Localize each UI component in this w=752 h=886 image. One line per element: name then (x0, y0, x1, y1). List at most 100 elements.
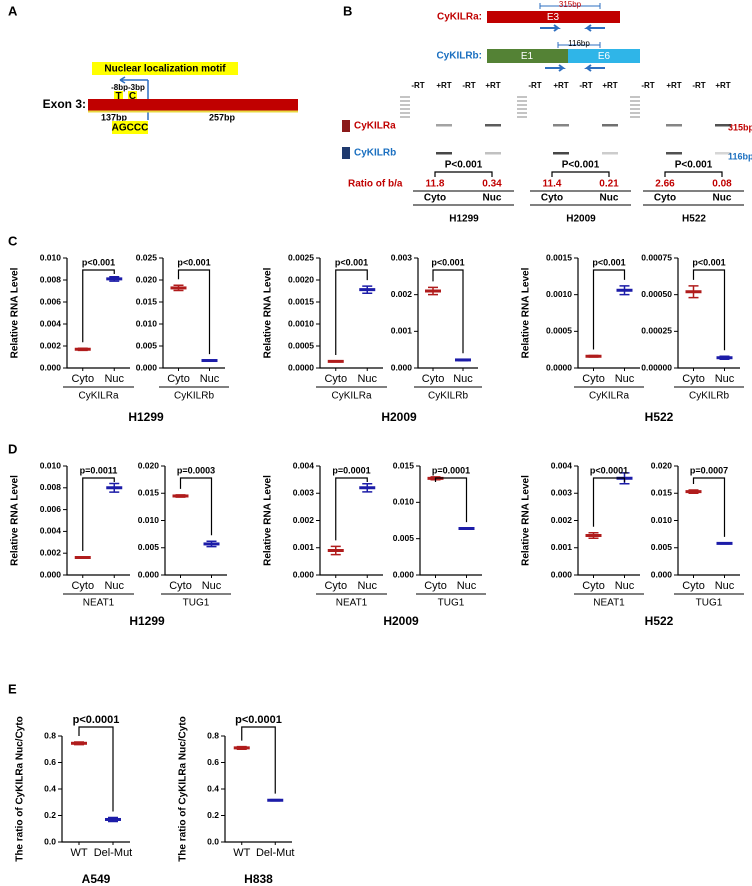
y-tick-label: 0.001 (391, 326, 413, 336)
p-value: p=0.0007 (690, 465, 728, 475)
lane-label: -RT (528, 81, 541, 90)
cell-line: H2009 (383, 614, 419, 628)
motif-box (92, 62, 238, 75)
gel-band (485, 152, 501, 155)
gel-band (485, 124, 501, 127)
gel-band (715, 124, 731, 127)
lane-label: +RT (602, 81, 617, 90)
fraction-label: Cyto (424, 193, 446, 204)
panel-label: D (8, 441, 17, 456)
significance-bracket (335, 269, 368, 355)
row-label: CyKILRb (354, 148, 396, 159)
x-tick-label: WT (70, 847, 87, 859)
exon-label: Exon 3: (43, 97, 86, 111)
p-value: p=0.0003 (177, 465, 215, 475)
p-value: p<0.0001 (235, 714, 282, 726)
base-box (128, 91, 137, 101)
x-tick-label: Cyto (71, 580, 94, 592)
position-label: -8bp-3bp (111, 83, 145, 92)
y-tick-label: 0.010 (138, 515, 160, 525)
x-tick-label: Del-Mut (94, 847, 133, 859)
x-axis-label: CyKILRa (331, 391, 371, 402)
ratio-value: 11.8 (426, 179, 445, 190)
lane-label: -RT (579, 81, 592, 90)
y-tick-label: 0.005 (651, 542, 673, 552)
x-tick-label: Del-Mut (256, 847, 295, 859)
y-tick-label: 0.005 (136, 340, 158, 350)
y-tick-label: 0.0010 (546, 289, 572, 299)
gel-band (602, 124, 618, 127)
amplicon-line (539, 3, 601, 9)
row-key (342, 147, 350, 159)
y-tick-label: 0.000 (136, 362, 158, 372)
band-size: 116bp (728, 151, 752, 161)
y-tick-label: 0.006 (40, 504, 62, 514)
significance-bracket (592, 477, 626, 527)
y-tick-label: 0.2 (44, 810, 56, 820)
amplicon-line (557, 42, 601, 48)
y-tick-label: 0.000 (651, 569, 673, 579)
x-tick-label: Nuc (715, 373, 735, 385)
p-value: p<0.001 (177, 257, 210, 267)
y-tick-label: 0.025 (136, 252, 158, 262)
axis (419, 466, 482, 576)
y-tick-label: 0.003 (391, 252, 413, 262)
axis (61, 736, 130, 843)
x-tick-label: Cyto (424, 580, 447, 592)
y-tick-label: 0.020 (138, 460, 160, 470)
y-tick-label: 0.002 (40, 547, 62, 557)
y-tick-label: 0.0000 (546, 362, 572, 372)
significance-bracket (241, 726, 276, 794)
exon-name: E6 (598, 51, 611, 62)
panel-label: C (8, 233, 18, 248)
axis (577, 258, 640, 369)
fraction-label: Nuc (713, 193, 732, 204)
y-tick-label: 0.015 (138, 488, 160, 498)
panel-label: E (8, 681, 17, 696)
cell-line: H1299 (129, 614, 165, 628)
panel-label: B (343, 3, 352, 18)
axis (677, 258, 740, 369)
ratio-value: 11.4 (543, 179, 562, 190)
significance-bracket (664, 171, 723, 177)
lane-label: -RT (641, 81, 654, 90)
primer-arrows (540, 24, 605, 32)
row-key (342, 120, 350, 132)
construct-name: CyKILRa: (437, 12, 482, 23)
y-tick-label: 0.004 (551, 460, 573, 470)
y-tick-label: 0.2 (207, 810, 219, 820)
y-tick-label: 0.000 (551, 569, 573, 579)
cell-line: H522 (682, 214, 706, 225)
y-tick-label: 0.000 (293, 569, 315, 579)
x-tick-label: Nuc (457, 580, 477, 592)
x-tick-label: Cyto (582, 373, 605, 385)
cell-line: H2009 (381, 410, 417, 424)
y-tick-label: 0.003 (551, 488, 573, 498)
y-tick-label: 0.002 (293, 515, 315, 525)
gel-band (436, 124, 452, 127)
lane-label: +RT (485, 81, 500, 90)
exon-box (487, 11, 620, 23)
x-tick-label: Nuc (200, 373, 220, 385)
significance-bracket (692, 269, 726, 351)
axis (164, 466, 227, 576)
base-box (114, 91, 123, 101)
y-tick-label: 0.008 (40, 274, 62, 284)
y-tick-label: 0.0000 (288, 362, 314, 372)
x-tick-label: Cyto (682, 373, 705, 385)
y-tick-label: 0.6 (207, 757, 219, 767)
x-axis-label: NEAT1 (83, 598, 115, 609)
ratio-value: 0.21 (599, 179, 619, 190)
y-tick-label: 0.00025 (641, 326, 672, 336)
motif-arrow (119, 76, 149, 120)
x-tick-label: Cyto (582, 580, 605, 592)
lane-label: +RT (436, 81, 451, 90)
cell-line: H1299 (128, 410, 164, 424)
sequence-box (112, 121, 148, 134)
significance-bracket (592, 269, 626, 350)
cell-line: H522 (645, 614, 674, 628)
exon-box (487, 49, 568, 63)
base: C (129, 91, 136, 102)
y-tick-label: 0.4 (207, 783, 219, 793)
y-tick-label: 0.005 (393, 533, 415, 543)
